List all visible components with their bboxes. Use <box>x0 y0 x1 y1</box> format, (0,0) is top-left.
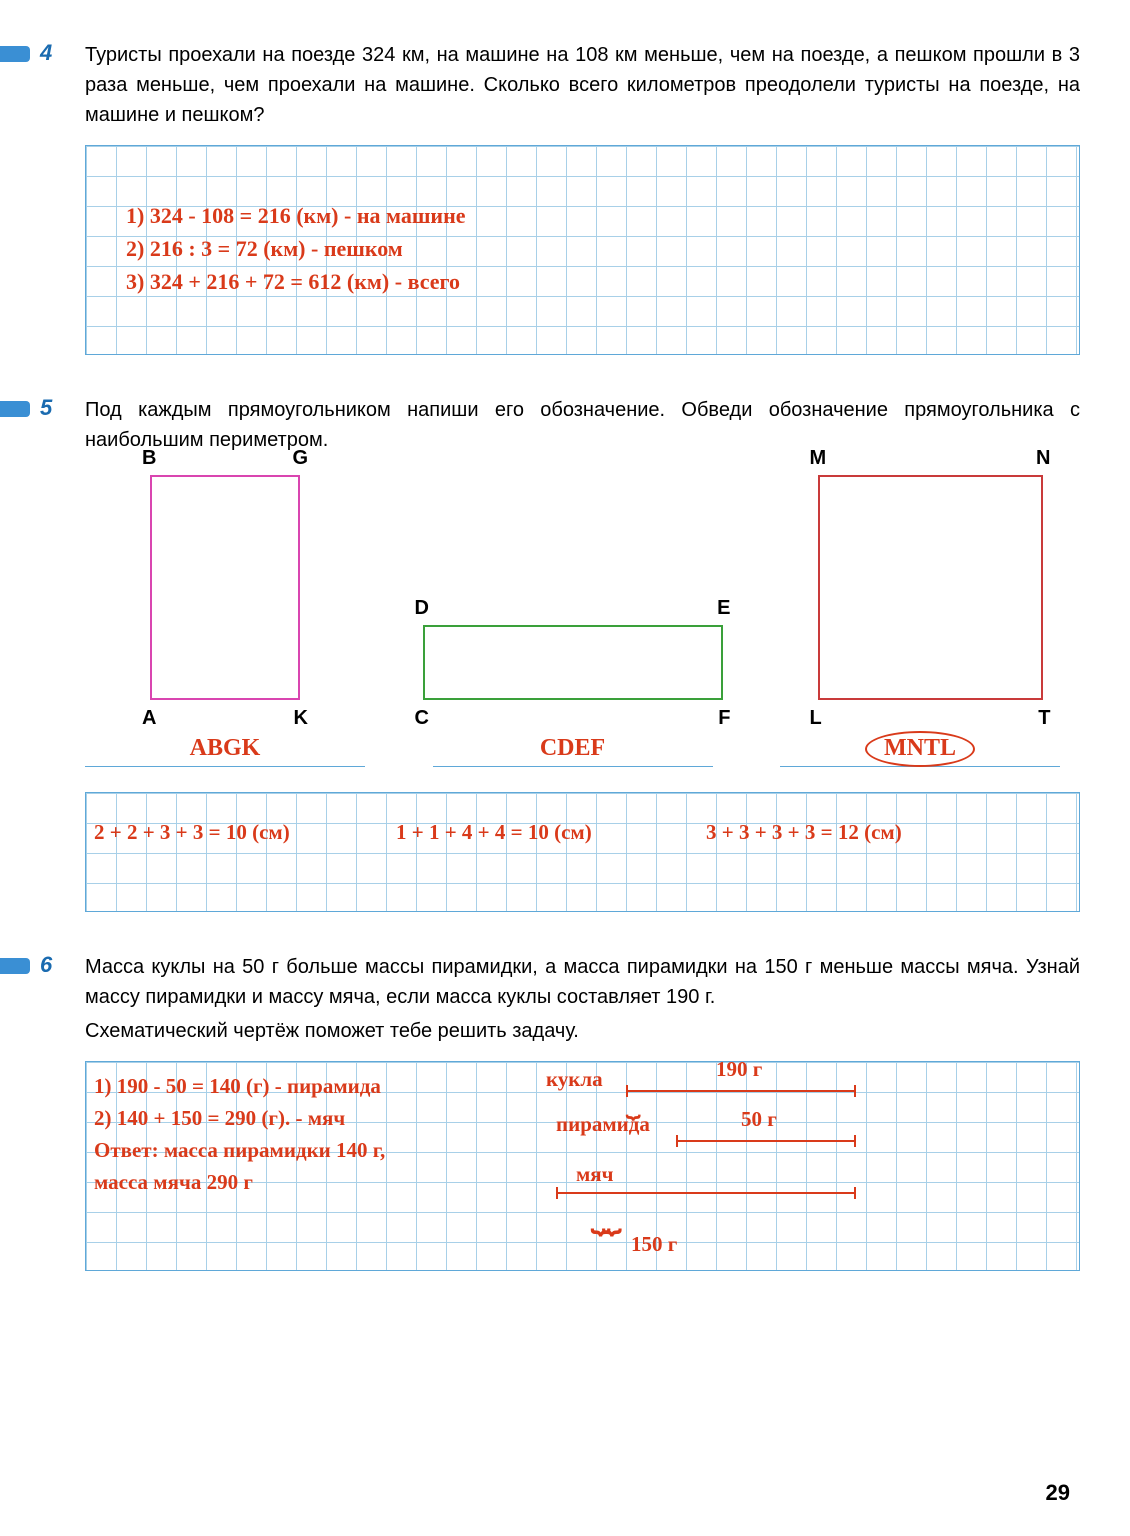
rect-3-answer: MNTL <box>780 735 1060 767</box>
problem-6-answer-3: Ответ: масса пирамидки 140 г, <box>94 1136 385 1165</box>
perimeter-2: 1 + 1 + 4 + 4 = 10 (см) <box>396 818 592 847</box>
perimeter-1: 2 + 2 + 3 + 3 = 10 (см) <box>94 818 290 847</box>
problem-number-6: 6 <box>40 952 52 978</box>
circled-answer-icon <box>865 731 975 767</box>
vertex-M: M <box>810 447 827 470</box>
rect-container-3: M N L T MNTL <box>780 475 1080 767</box>
tab-marker <box>0 958 30 974</box>
problem-5: 5 Под каждым прямоугольником напиши его … <box>30 395 1080 912</box>
rectangle-3 <box>818 475 1043 700</box>
value-190: 190 г <box>716 1057 762 1082</box>
problem-5-grid: 2 + 2 + 3 + 3 = 10 (см) 1 + 1 + 4 + 4 = … <box>85 792 1080 912</box>
problem-number-5: 5 <box>40 395 52 421</box>
problem-number-4: 4 <box>40 40 52 66</box>
vertex-G: G <box>292 447 308 470</box>
problem-4-text: Туристы проехали на поезде 324 км, на ма… <box>85 40 1080 130</box>
problem-4-answer-1: 1) 324 - 108 = 216 (км) - на машине <box>126 201 466 232</box>
rectangle-1 <box>150 475 300 700</box>
problem-4: 4 Туристы проехали на поезде 324 км, на … <box>30 40 1080 355</box>
value-50: 50 г <box>741 1107 777 1132</box>
problem-4-answer-2: 2) 216 : 3 = 72 (км) - пешком <box>126 234 403 265</box>
vertex-A: A <box>142 707 156 730</box>
problem-4-grid: 1) 324 - 108 = 216 (км) - на машине 2) 2… <box>85 145 1080 355</box>
problem-6-text: Масса куклы на 50 г больше массы пирамид… <box>85 952 1080 1012</box>
vertex-E: E <box>717 597 730 620</box>
rect-2-answer: CDEF <box>433 735 713 767</box>
value-150: 150 г <box>631 1232 677 1257</box>
rect-container-2: D E C F CDEF <box>403 625 743 767</box>
problem-6-answer-1: 1) 190 - 50 = 140 (г) - пирамида <box>94 1072 381 1101</box>
vertex-L: L <box>810 707 822 730</box>
vertex-K: K <box>294 707 308 730</box>
perimeter-3: 3 + 3 + 3 + 3 = 12 (см) <box>706 818 902 847</box>
rectangles-row: B G A K ABGK D E C F CDEF M N L <box>85 475 1080 767</box>
bar-kukla <box>626 1090 856 1092</box>
problem-5-text: Под каждым прямоугольником напиши его об… <box>85 395 1080 455</box>
vertex-C: C <box>415 707 429 730</box>
schematic-diagram: кукла 190 г ⏟ пирамида 50 г мяч ⏟⏟ 150 г <box>526 1062 1076 1272</box>
label-piramida: пирамида <box>556 1112 650 1137</box>
problem-6-text2: Схематический чертёж поможет тебе решить… <box>85 1016 1080 1046</box>
rect-1-answer: ABGK <box>85 735 365 767</box>
bar-piramida <box>676 1140 856 1142</box>
vertex-N: N <box>1036 447 1050 470</box>
vertex-B: B <box>142 447 156 470</box>
tab-marker <box>0 46 30 62</box>
tab-marker <box>0 401 30 417</box>
label-myach: мяч <box>576 1162 614 1187</box>
problem-6-answer-4: масса мяча 290 г <box>94 1168 253 1197</box>
rect-container-1: B G A K ABGK <box>85 475 365 767</box>
vertex-T: T <box>1038 707 1050 730</box>
brace-150-icon: ⏟⏟ <box>591 1197 613 1235</box>
problem-4-answer-3: 3) 324 + 216 + 72 = 612 (км) - всего <box>126 267 460 298</box>
problem-6-answer-2: 2) 140 + 150 = 290 (г). - мяч <box>94 1104 345 1133</box>
bar-myach <box>556 1192 856 1194</box>
vertex-F: F <box>718 707 730 730</box>
problem-6: 6 Масса куклы на 50 г больше массы пирам… <box>30 952 1080 1271</box>
problem-6-grid: 1) 190 - 50 = 140 (г) - пирамида 2) 140 … <box>85 1061 1080 1271</box>
page-number: 29 <box>1046 1480 1070 1506</box>
label-kukla: кукла <box>546 1067 603 1092</box>
vertex-D: D <box>415 597 429 620</box>
rectangle-2 <box>423 625 723 700</box>
